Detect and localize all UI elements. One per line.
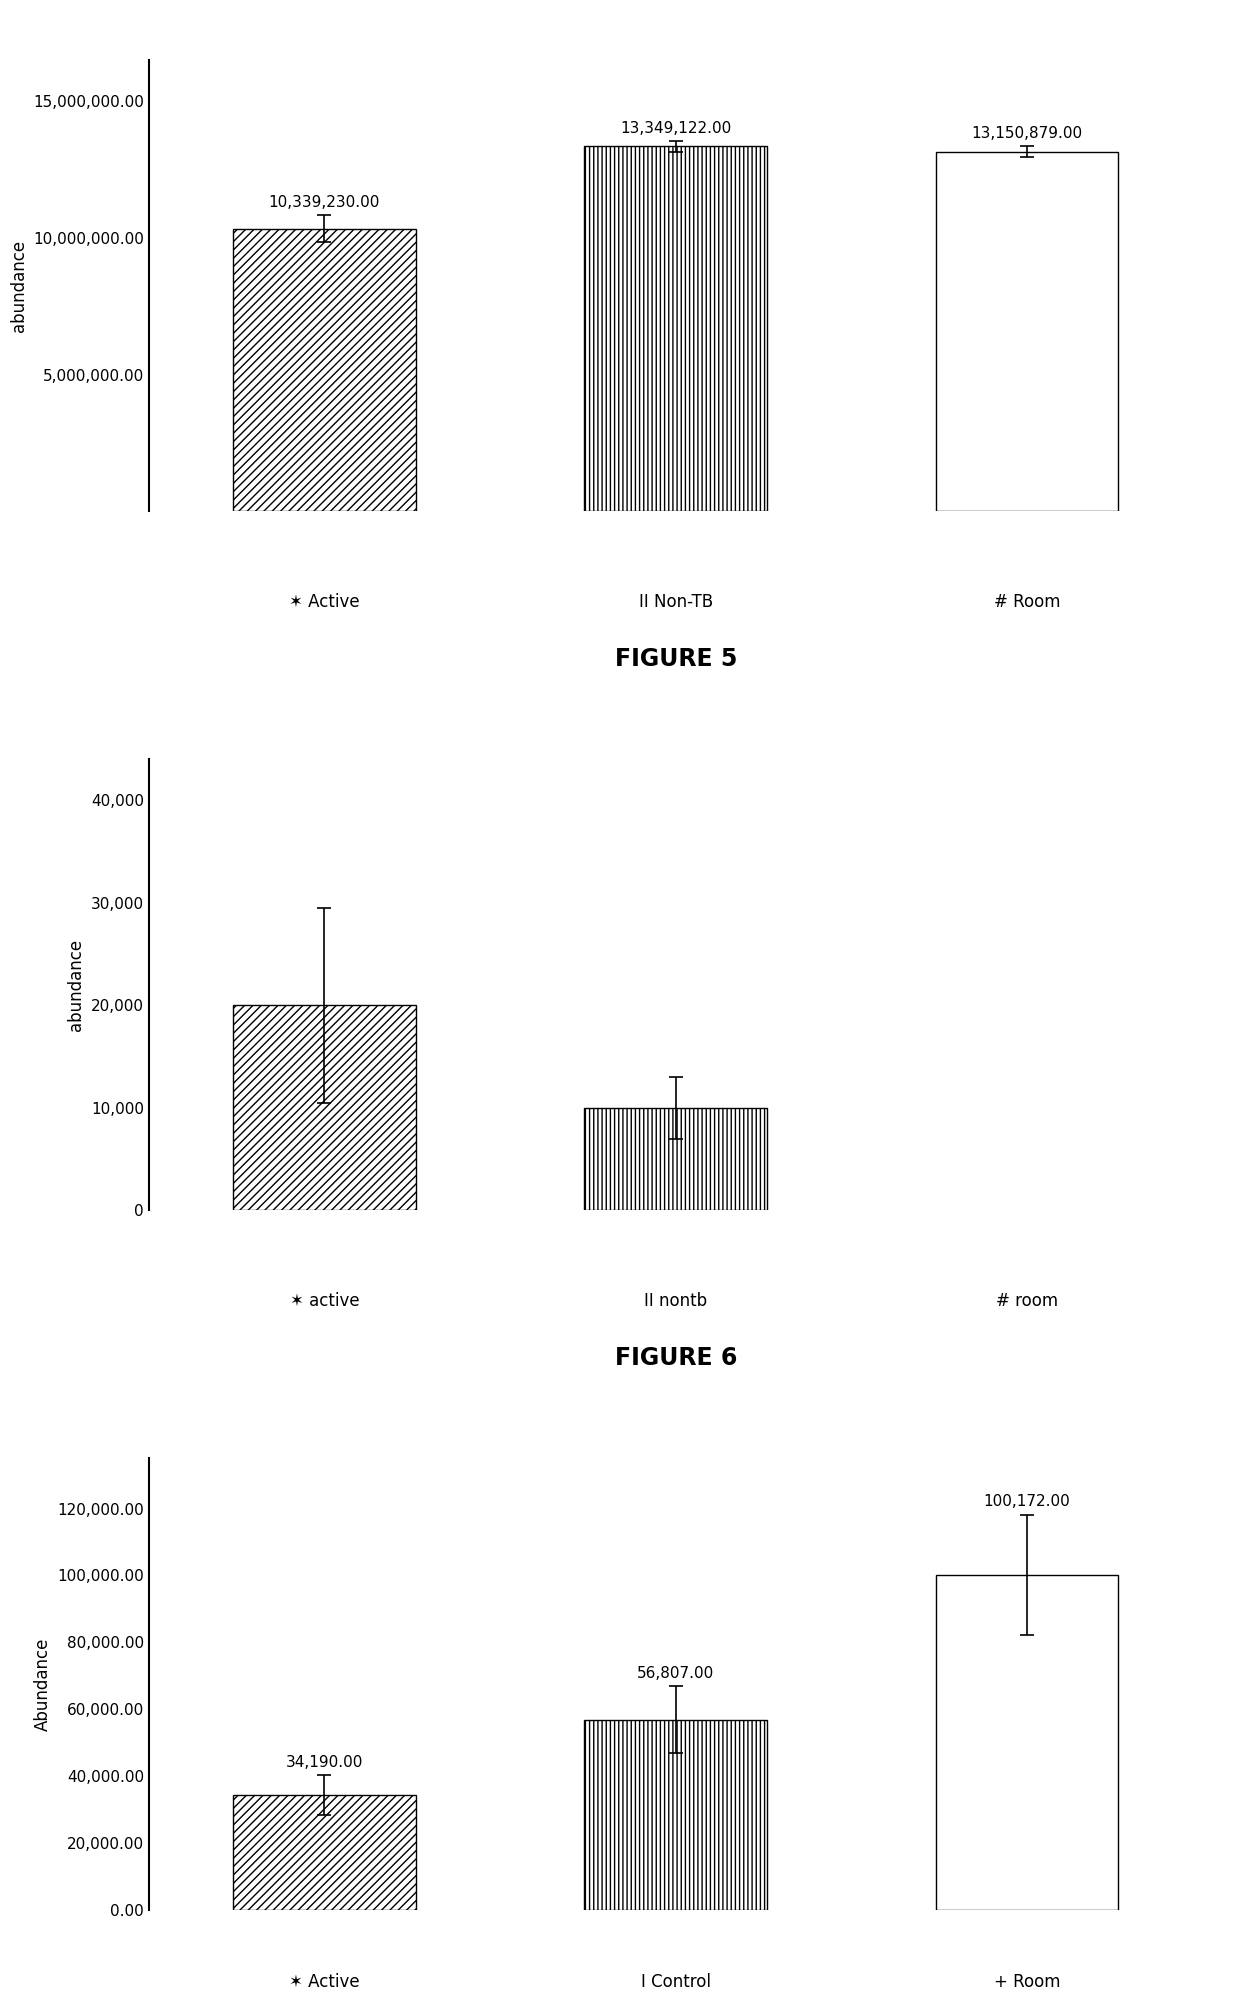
- Text: ✶ active: ✶ active: [290, 1292, 360, 1311]
- Text: II Non-TB: II Non-TB: [639, 593, 713, 611]
- Text: ✶ Active: ✶ Active: [289, 593, 360, 611]
- Text: 56,807.00: 56,807.00: [637, 1666, 714, 1680]
- Bar: [584, 1721, 768, 1910]
- Text: # Room: # Room: [994, 593, 1060, 611]
- Text: 10,339,230.00: 10,339,230.00: [269, 195, 381, 209]
- Bar: [233, 1795, 415, 1910]
- Text: II nontb: II nontb: [645, 1292, 707, 1311]
- Text: + Room: + Room: [994, 1972, 1060, 1990]
- Bar: [584, 147, 768, 511]
- Bar: [936, 1574, 1118, 1910]
- Text: I Control: I Control: [641, 1972, 711, 1990]
- Bar: [233, 229, 415, 511]
- Bar: [584, 1108, 768, 1210]
- Y-axis label: abundance: abundance: [10, 239, 27, 332]
- Text: 100,172.00: 100,172.00: [983, 1493, 1070, 1510]
- Text: FIGURE 6: FIGURE 6: [615, 1347, 737, 1369]
- Y-axis label: abundance: abundance: [67, 939, 86, 1031]
- Text: 34,190.00: 34,190.00: [285, 1755, 363, 1771]
- Text: 13,150,879.00: 13,150,879.00: [972, 127, 1083, 141]
- Text: # room: # room: [996, 1292, 1058, 1311]
- Text: FIGURE 5: FIGURE 5: [615, 647, 737, 671]
- Bar: [936, 153, 1118, 511]
- Text: 13,349,122.00: 13,349,122.00: [620, 121, 732, 135]
- Text: ✶ Active: ✶ Active: [289, 1972, 360, 1990]
- Bar: [233, 1005, 415, 1210]
- Y-axis label: Abundance: Abundance: [33, 1638, 52, 1731]
